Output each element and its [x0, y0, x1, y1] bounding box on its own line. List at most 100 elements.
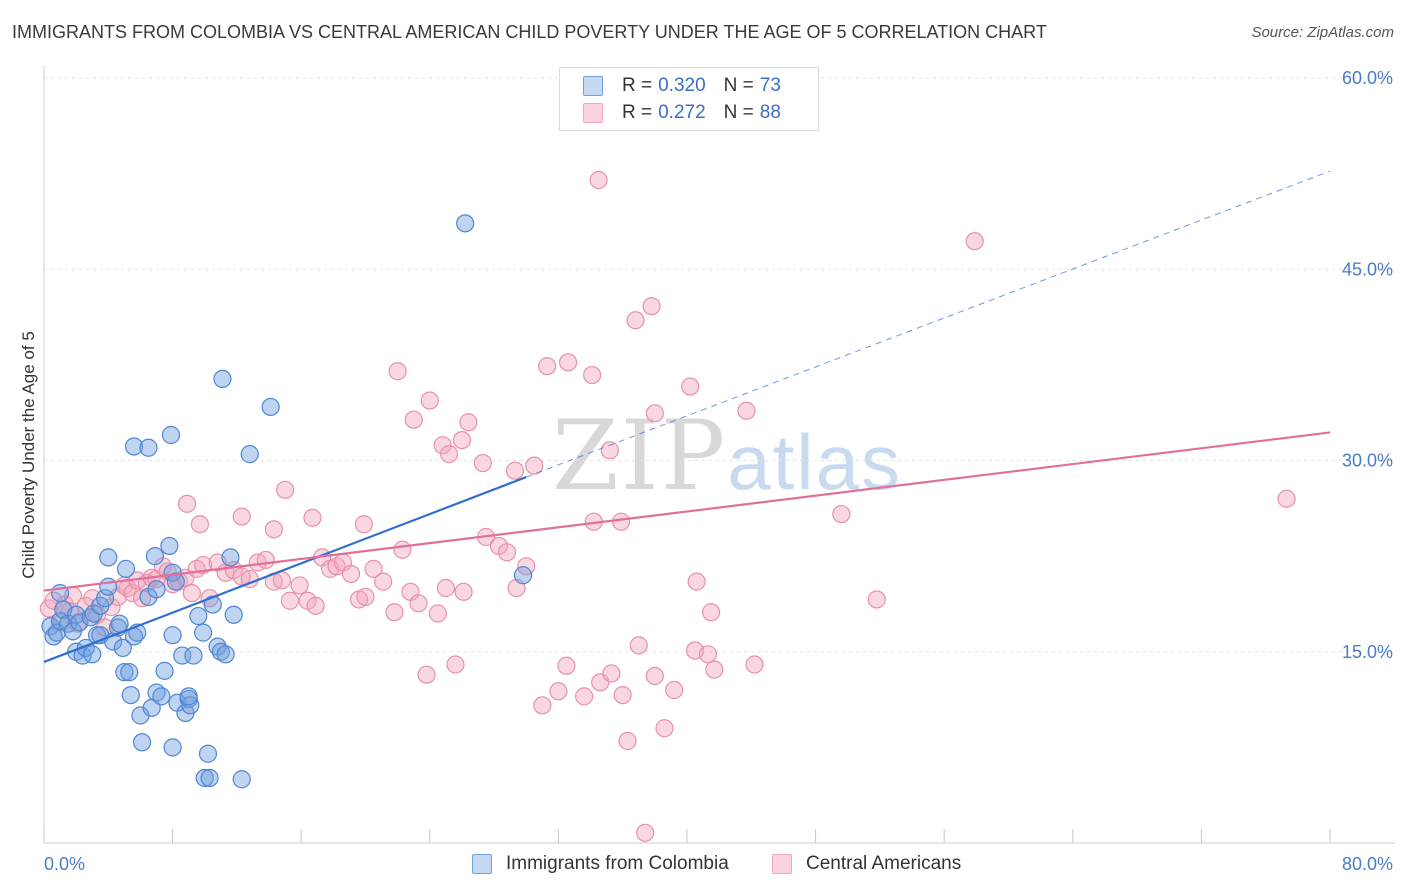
colombia-point	[163, 738, 182, 757]
colombia-point	[152, 687, 171, 706]
colombia-point	[213, 369, 232, 388]
central-point	[832, 504, 851, 524]
central-point	[356, 587, 375, 607]
central-point	[575, 687, 594, 706]
central-point	[452, 431, 472, 450]
central-point	[276, 480, 295, 499]
colombia-point	[179, 687, 198, 706]
colombia-point	[211, 642, 230, 661]
axes	[43, 66, 1395, 844]
central-point	[737, 401, 756, 420]
central-point	[626, 311, 645, 330]
central-point	[636, 823, 655, 842]
central-point	[454, 582, 473, 601]
colombia-point	[124, 437, 144, 456]
central-point	[645, 404, 664, 423]
central-point	[374, 572, 393, 591]
source-label: Source: ZipAtlas.com	[1251, 24, 1394, 41]
central-point	[538, 357, 557, 376]
central-point	[272, 571, 292, 590]
central-point	[965, 232, 984, 251]
colombia-point	[189, 606, 208, 626]
y-tick-label: 15.0%	[1342, 642, 1393, 662]
colombia-point	[139, 438, 158, 457]
central-point	[583, 365, 602, 385]
central-point	[473, 453, 492, 473]
x-tick-label: 80.0%	[1342, 854, 1393, 874]
colombia-point	[198, 744, 218, 763]
central-point	[446, 655, 465, 674]
central-point	[705, 660, 724, 679]
colombia-point	[155, 661, 174, 680]
colombia-point	[116, 559, 136, 578]
central-trend-line	[43, 431, 1331, 592]
colombia-trend-line	[43, 476, 527, 663]
central-point	[393, 540, 412, 559]
legend-swatch-colombia	[583, 76, 603, 96]
central-point	[385, 603, 404, 622]
central-point	[687, 572, 706, 591]
colombia-point	[147, 580, 166, 599]
central-point	[177, 494, 197, 513]
bottom-legend-label-central: Central Americans	[806, 853, 962, 874]
central-point	[600, 441, 619, 460]
colombia-point	[160, 536, 179, 556]
central-point	[409, 594, 428, 613]
central-point	[433, 436, 452, 455]
colombia-point	[240, 445, 259, 464]
central-point	[497, 543, 517, 562]
central-point	[549, 682, 568, 701]
colombia-point	[83, 645, 102, 664]
y-tick-label: 60.0%	[1342, 68, 1393, 88]
colombia-point	[70, 613, 89, 632]
colombia-point	[184, 646, 203, 665]
bottom-legend-colombia: Immigrants from Colombia	[472, 852, 729, 876]
colombia-point	[194, 623, 213, 642]
colombia-point	[232, 770, 251, 789]
central-point	[602, 664, 621, 683]
colombia-point	[115, 663, 134, 682]
central-point	[698, 645, 717, 664]
colombia-point	[113, 638, 132, 658]
colombia-point	[221, 548, 240, 567]
y-axis-label: Child Poverty Under the Age of 5	[19, 331, 38, 579]
legend-n-label: N =	[723, 75, 754, 96]
legend-r-value: 0.272	[658, 102, 706, 123]
central-point	[280, 591, 300, 610]
central-point	[190, 515, 210, 534]
legend-r-label: R =	[622, 75, 653, 96]
central-point	[867, 590, 886, 609]
central-point	[611, 512, 631, 531]
central-point	[341, 564, 361, 584]
colombia-point	[99, 577, 118, 596]
central-point	[354, 515, 373, 534]
central-point	[681, 377, 700, 396]
central-point	[428, 604, 447, 623]
central-americans-points	[39, 170, 1296, 842]
colombia-trend-extension	[526, 170, 1331, 478]
colombia-point	[95, 589, 115, 608]
colombia-point	[200, 768, 219, 788]
central-point	[232, 507, 251, 526]
central-point	[420, 391, 439, 410]
bottom-legend-central: Central Americans	[772, 852, 961, 876]
central-point	[618, 731, 637, 751]
central-point	[533, 696, 552, 715]
tick-labels: 15.0% 30.0% 45.0% 60.0% 0.0% 80.0%	[44, 68, 1393, 874]
colombia-point	[261, 397, 280, 417]
central-point	[558, 353, 578, 372]
legend-r-label: R =	[622, 102, 653, 123]
central-point	[388, 362, 407, 381]
central-point	[589, 170, 608, 190]
central-point	[194, 555, 213, 575]
legend-n-label: N =	[723, 102, 754, 123]
central-point	[303, 508, 322, 527]
central-point	[557, 656, 576, 675]
central-point	[404, 410, 423, 429]
colombia-point	[145, 547, 165, 566]
central-point	[436, 578, 455, 598]
bottom-legend-label-colombia: Immigrants from Colombia	[506, 853, 729, 874]
central-point	[655, 719, 674, 738]
trend-lines	[43, 170, 1331, 663]
